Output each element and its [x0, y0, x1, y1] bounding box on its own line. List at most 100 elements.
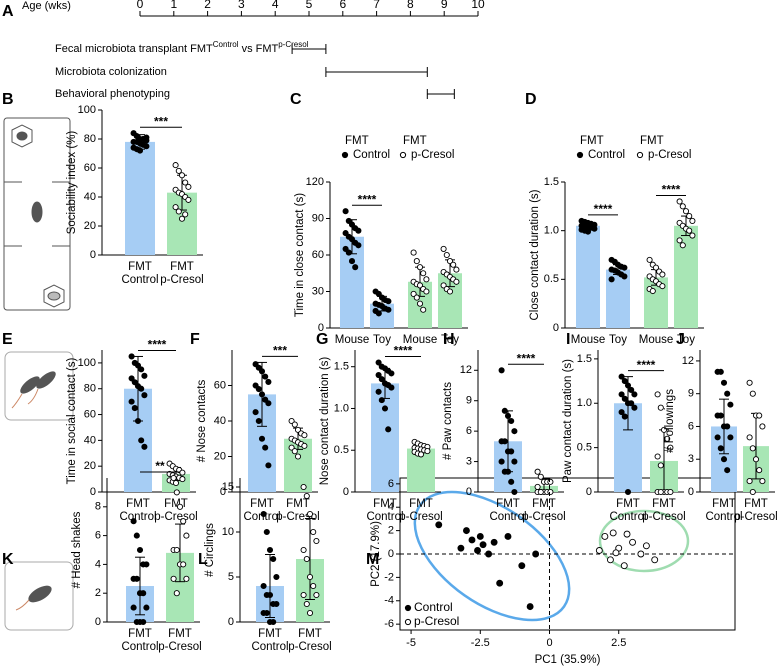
y-tick-label: 2 [388, 525, 394, 537]
x-tick-label: 10 [471, 0, 485, 11]
significance-label: ** [155, 459, 165, 473]
data-point [128, 353, 135, 360]
data-point [621, 378, 628, 385]
significance-label: **** [517, 351, 536, 365]
x-tick-label: p-Cresol [160, 274, 203, 286]
data-point [300, 483, 307, 491]
y-tick-label: -2 [384, 571, 394, 583]
data-point [717, 412, 724, 419]
mouse-illustration [4, 561, 74, 631]
x-tick-label: Mouse [571, 334, 606, 346]
label-part: Fecal microbiota transplant FMT [55, 43, 213, 55]
panel-letter: A [2, 3, 14, 20]
data-point [179, 469, 186, 476]
x-tick-label: FMT [532, 498, 556, 510]
data-point [453, 266, 460, 273]
x-tick-label: Mouse [335, 334, 370, 346]
x-tick-label: Toy [677, 334, 695, 346]
y-tick-label: 20 [84, 220, 96, 232]
y-tick-label: 5 [228, 571, 234, 583]
significance-label: **** [358, 192, 377, 206]
data-point [258, 435, 266, 442]
x-axis-label: PC1 (35.9%) [535, 654, 601, 666]
legend-marker [341, 151, 349, 159]
data-point [667, 444, 674, 451]
data-point [612, 549, 620, 557]
data-point [265, 400, 272, 407]
y-tick-label: 60 [84, 408, 96, 420]
data-point [385, 298, 392, 305]
data-point [446, 288, 454, 295]
data-point [468, 536, 476, 544]
x-tick-label: Control [121, 274, 158, 286]
data-point [375, 372, 382, 379]
significance-label: **** [662, 183, 681, 197]
data-point [140, 618, 147, 626]
data-point [306, 573, 314, 581]
data-point [258, 368, 266, 375]
y-tick-label: 3 [466, 455, 472, 467]
y-tick-label: 0.5 [577, 442, 592, 454]
bar [576, 225, 600, 328]
data-point [416, 300, 424, 307]
y-axis-label: Time in social contact (s) [66, 357, 78, 484]
data-point [375, 388, 382, 395]
data-point [141, 372, 148, 379]
x-tick-label: -2.5 [471, 637, 490, 649]
data-point [756, 467, 763, 474]
x-tick-label: Control [705, 511, 742, 523]
panel-letter: G [316, 331, 328, 348]
data-point [621, 273, 628, 280]
data-point [714, 434, 721, 441]
data-point [501, 407, 508, 414]
data-point [265, 462, 272, 469]
data-point [301, 432, 308, 439]
data-point [508, 417, 515, 425]
y-tick-label: 30 [312, 285, 324, 297]
data-point [178, 215, 186, 222]
data-point [504, 533, 512, 540]
data-point [601, 533, 609, 540]
y-tick-label: 12 [682, 355, 694, 367]
data-point [130, 518, 137, 525]
data-point [172, 204, 179, 211]
data-point [143, 604, 150, 611]
data-point [679, 203, 686, 210]
x-tick-label: p-Cresol [734, 511, 777, 523]
data-point [342, 208, 349, 215]
data-point [180, 561, 187, 568]
data-point [345, 249, 352, 256]
data-point [752, 456, 760, 463]
data-point [664, 435, 671, 442]
x-tick-label: p-Cresol [158, 641, 201, 653]
panel-letter: I [566, 331, 570, 348]
x-tick-label: p-Cresol [522, 511, 565, 523]
significance-label: *** [154, 114, 168, 128]
data-point [310, 528, 317, 536]
data-point [724, 467, 731, 474]
data-point [179, 476, 186, 483]
x-tick-label: p-Cresol [154, 511, 197, 523]
data-point [749, 488, 756, 496]
data-point [724, 390, 731, 397]
significance-label: **** [594, 202, 613, 216]
data-point [624, 382, 632, 389]
data-point [175, 167, 182, 174]
legend-label: FMT [403, 135, 427, 147]
y-tick-label: 40 [84, 191, 96, 203]
data-point [185, 196, 192, 203]
data-point [185, 183, 192, 190]
y-axis-label: # Circlings [204, 523, 216, 577]
y-tick-label: 1.0 [577, 397, 592, 409]
data-point [657, 488, 664, 496]
data-point [303, 492, 310, 500]
data-point [720, 379, 728, 386]
data-point [300, 546, 307, 554]
bar [371, 383, 399, 492]
row-label: Microbiota colonization [55, 66, 167, 78]
x-tick-label: FMT [712, 498, 736, 510]
data-point [498, 458, 505, 465]
data-point [143, 134, 150, 141]
x-tick-label: 3 [238, 0, 245, 11]
y-axis-label: # Followings [664, 389, 676, 453]
